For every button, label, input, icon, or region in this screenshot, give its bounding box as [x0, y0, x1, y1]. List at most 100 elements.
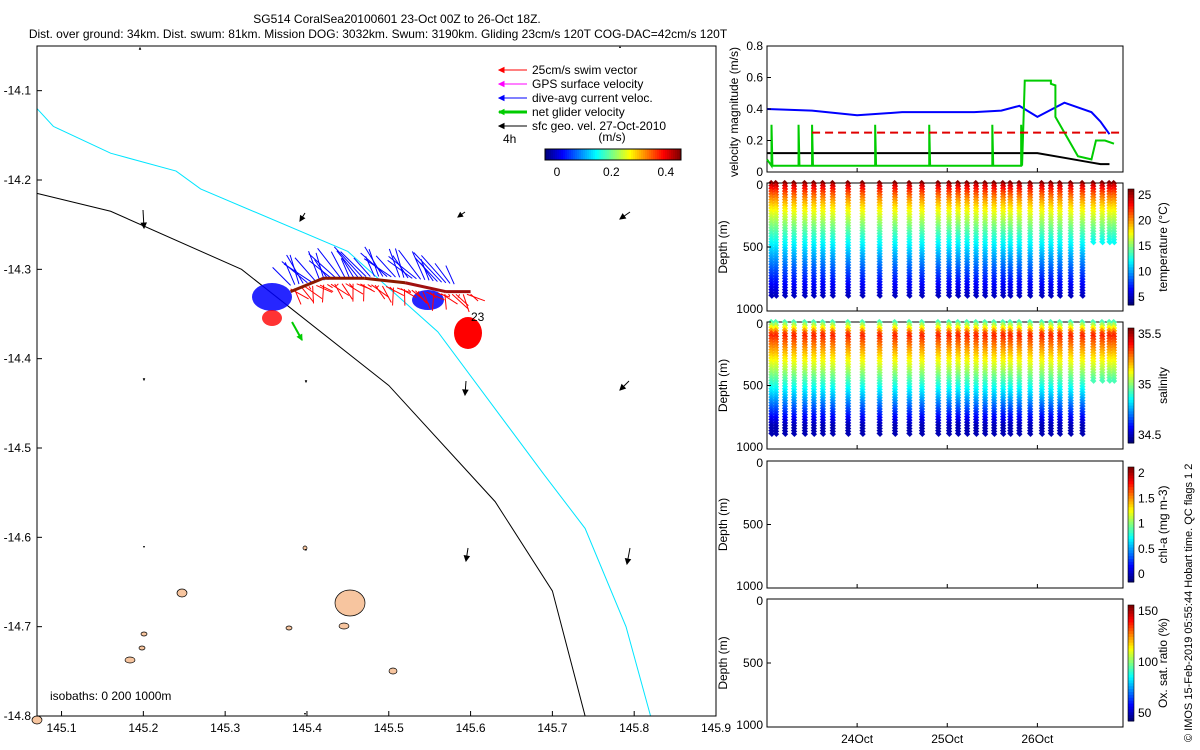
temperature-colorbar-cell — [1128, 220, 1134, 225]
map-colorbar-cell — [659, 149, 662, 160]
map-colorbar-cell — [661, 149, 664, 160]
oxygen-colorbar-cell — [1128, 697, 1134, 702]
temperature-panel-frame — [766, 182, 1124, 312]
salinity-y-tick-label: 1000 — [736, 440, 763, 454]
salinity-colorbar-cell — [1128, 422, 1134, 427]
salinity-colorbar-label: salinity — [1156, 367, 1170, 404]
salinity-colorbar-cell — [1128, 428, 1134, 432]
chla-y-tick-label: 0 — [756, 456, 763, 470]
map-colorbar-cell — [599, 149, 602, 160]
map-colorbar-cell — [637, 149, 640, 160]
sfc-geo-velocity-arrow — [304, 549, 308, 552]
swim-vector — [381, 285, 392, 303]
temperature-colorbar-cell — [1128, 226, 1134, 231]
velocity-y-tick-label: 0.6 — [746, 71, 763, 85]
chla-colorbar-tick-label: 1 — [1138, 517, 1145, 531]
dive-avg-current-cluster — [412, 290, 444, 310]
temperature-colorbar-cell — [1128, 276, 1134, 280]
map-colorbar-tick-label: 0 — [554, 165, 561, 179]
sfc-geo-velocity-arrow — [303, 713, 307, 716]
map-y-tick-label: -14.2 — [4, 173, 32, 187]
temperature-colorbar-cell — [1128, 255, 1134, 260]
velocity-y-tick-label: 0.8 — [746, 39, 763, 53]
map-colorbar-cell — [669, 149, 672, 160]
temperature-colorbar-cell — [1128, 284, 1134, 289]
map-colorbar-tick-label: 0.4 — [657, 165, 674, 179]
temperature-sample-point — [801, 292, 809, 299]
reef-shape — [138, 645, 146, 651]
temperature-sample-point — [1099, 238, 1106, 246]
dive-avg-current-vector — [392, 255, 409, 279]
temperature-colorbar-cell — [1128, 197, 1134, 202]
swim-vector — [336, 283, 339, 287]
map-colorbar-cell — [607, 149, 610, 160]
chla-colorbar-cell — [1128, 518, 1134, 523]
temperature-colorbar-cell — [1128, 212, 1134, 216]
temperature-colorbar-cell — [1128, 189, 1134, 193]
map-colorbar-cell — [663, 149, 666, 160]
temperature-sample-point — [935, 292, 942, 299]
salinity-colorbar-cell — [1128, 405, 1134, 409]
time-x-tick-label: 25Oct — [931, 732, 964, 746]
chla-colorbar-cell — [1128, 498, 1134, 502]
chla-colorbar-frame — [1127, 466, 1135, 583]
oxygen-colorbar-cell — [1128, 700, 1134, 705]
oxygen-colorbar-cell — [1128, 625, 1134, 629]
reef-shape — [140, 631, 148, 637]
salinity-y-tick-label: 0 — [756, 317, 763, 331]
sfc-geo-velocity-arrow-head — [618, 45, 622, 48]
chla-colorbar-cell — [1128, 573, 1134, 577]
temperature-sample-point — [1038, 292, 1046, 299]
map-x-tick-label: 145.2 — [128, 721, 158, 735]
dive-avg-current-vector — [388, 256, 417, 280]
map-y-tick-label: -14.8 — [4, 709, 32, 723]
reef-shape — [334, 589, 366, 617]
salinity-colorbar-cell — [1128, 356, 1134, 361]
temperature-colorbar-cell — [1128, 247, 1134, 251]
sfc-geo-velocity-arrow — [462, 380, 469, 397]
chla-colorbar-cell — [1128, 469, 1134, 474]
map-y-tick-label: -14.3 — [4, 262, 32, 276]
dive-avg-current-vector — [315, 252, 325, 281]
swim-vector-cluster — [454, 317, 482, 349]
chla-colorbar-cell — [1128, 544, 1134, 548]
dive-avg-current-vector — [283, 263, 312, 283]
salinity-colorbar-cell — [1128, 402, 1134, 407]
oxygen-y-tick-label: 0 — [756, 594, 763, 608]
salinity-sample-point — [844, 430, 852, 437]
salinity-sample-point — [1090, 377, 1097, 384]
sfc-geo-velocity-arrow-head — [303, 713, 307, 716]
salinity-colorbar-frame — [1127, 327, 1135, 444]
map-colorbar-cell — [655, 149, 658, 160]
dive-avg-current-vector — [388, 248, 401, 278]
chla-colorbar-cell — [1128, 559, 1134, 563]
temperature-colorbar-cell — [1128, 252, 1134, 257]
map-colorbar-cell — [625, 149, 628, 160]
sfc-geo-velocity-arrow — [624, 547, 632, 566]
legend-label: GPS surface velocity — [532, 77, 643, 91]
legend-magenta-arrow-icon-head — [497, 80, 505, 88]
oxygen-colorbar-cell — [1128, 671, 1134, 676]
temperature-colorbar-cell — [1128, 203, 1134, 207]
salinity-sample-point — [935, 430, 942, 437]
sfc-geo-velocity-arrow-head — [140, 222, 147, 230]
oxygen-colorbar-cell — [1128, 674, 1134, 678]
salinity-colorbar-cell — [1128, 351, 1134, 355]
salinity-colorbar-cell — [1128, 411, 1134, 415]
salinity-sample-point — [1099, 377, 1106, 384]
legend-blue-arrow-icon-head — [497, 94, 505, 102]
velocity-y-tick-label: 0 — [756, 165, 763, 179]
salinity-colorbar-tick-label: 35 — [1138, 378, 1152, 392]
map-colorbar-cell — [575, 149, 578, 160]
legend-extra-label: 4h — [503, 132, 516, 146]
map-colorbar-cell — [619, 149, 622, 160]
salinity-colorbar-cell — [1128, 382, 1134, 386]
chla-colorbar-cell — [1128, 501, 1134, 505]
swim-vector — [330, 283, 350, 296]
map-colorbar-cell — [559, 149, 562, 160]
map-colorbar-cell — [627, 149, 630, 160]
swim-vector — [327, 283, 333, 289]
oxygen-colorbar-cell — [1128, 706, 1134, 710]
salinity-sample-point — [790, 430, 798, 437]
salinity-ylabel: Depth (m) — [716, 359, 730, 412]
